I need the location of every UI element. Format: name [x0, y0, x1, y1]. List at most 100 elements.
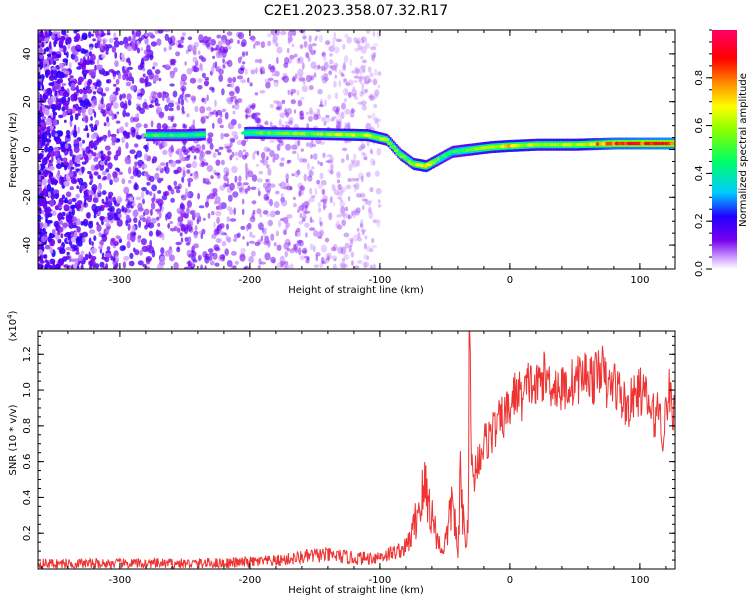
heatmap-ridge-core: [387, 141, 393, 146]
heatmap-noise-cell: [72, 224, 78, 229]
heatmap-noise-cell: [81, 166, 85, 174]
heatmap-ridge-core: [383, 138, 390, 142]
heatmap-noise-cell: [70, 94, 76, 102]
heatmap-noise-cell: [198, 205, 205, 209]
heatmap-noise-cell: [235, 157, 239, 161]
heatmap-noise-cell: [266, 213, 270, 217]
heatmap-noise-cell: [361, 36, 367, 43]
heatmap-noise-cell: [100, 102, 106, 109]
heatmap-noise-cell: [215, 111, 219, 118]
heatmap-noise-cell: [180, 237, 184, 243]
heatmap-noise-cell: [91, 241, 94, 247]
heatmap-noise-cell: [212, 188, 218, 194]
heatmap-noise-cell: [84, 253, 89, 261]
heatmap-noise-cell: [340, 262, 347, 269]
heatmap-ridge-core: [611, 141, 617, 146]
heatmap-noise-cell: [213, 200, 218, 205]
heatmap-noise-cell: [320, 256, 325, 264]
heatmap-noise-cell: [333, 80, 337, 88]
heatmap-noise-cell: [114, 60, 119, 68]
heatmap-noise-cell: [374, 170, 380, 177]
heatmap-noise-cell: [354, 68, 360, 75]
heatmap-noise-cell: [86, 132, 90, 138]
heatmap-noise-cell: [298, 56, 304, 64]
heatmap-noise-cell: [140, 190, 145, 199]
heatmap-noise-cell: [357, 146, 364, 151]
heatmap-noise-cell: [136, 30, 142, 38]
heatmap-noise-cell: [39, 61, 43, 65]
heatmap-noise-cell: [101, 54, 106, 59]
heatmap-noise-cell: [49, 199, 55, 207]
heatmap-noise-cell: [285, 143, 291, 151]
heatmap-noise-cell: [187, 36, 193, 41]
heatmap-noise-cell: [271, 73, 276, 77]
heatmap-noise-cell: [313, 72, 317, 78]
heatmap-noise-cell: [260, 68, 263, 75]
heatmap-noise-cell: [130, 205, 133, 209]
heatmap-noise-cell: [201, 72, 206, 78]
heatmap-noise-cell: [297, 99, 303, 104]
heatmap-noise-cell: [39, 137, 43, 144]
heatmap-noise-cell: [360, 89, 368, 94]
heatmap-noise-cell: [69, 61, 72, 70]
heatmap-noise-cell: [313, 230, 319, 237]
heatmap-noise-cell: [361, 198, 368, 202]
heatmap-noise-cell: [352, 93, 357, 97]
heatmap-noise-cell: [247, 185, 251, 192]
heatmap-noise-cell: [351, 160, 359, 168]
heatmap-noise-cell: [290, 32, 293, 36]
heatmap-noise-cell: [61, 147, 66, 153]
heatmap-noise-cell: [118, 40, 125, 46]
heatmap-noise-cell: [237, 56, 242, 64]
heatmap-noise-cell: [303, 201, 309, 209]
heatmap-noise: [38, 30, 382, 269]
heatmap-noise-cell: [276, 46, 283, 54]
heatmap-noise-cell: [354, 66, 359, 71]
heatmap-noise-cell: [195, 212, 201, 218]
heatmap-noise-cell: [310, 195, 316, 199]
heatmap-noise-cell: [310, 50, 316, 56]
heatmap-noise-cell: [360, 46, 367, 54]
heatmap-noise-cell: [329, 196, 333, 204]
heatmap-noise-cell: [362, 153, 368, 161]
heatmap-noise-cell: [39, 54, 44, 60]
heatmap-noise-cell: [232, 265, 237, 269]
heatmap-noise-cell: [353, 208, 357, 215]
heatmap-noise-cell: [54, 90, 58, 97]
heatmap-noise-cell: [207, 136, 213, 144]
heatmap-noise-cell: [254, 241, 260, 247]
heatmap-ridge-core: [553, 142, 558, 147]
heatmap-noise-cell: [70, 82, 76, 91]
heatmap-noise-cell: [61, 194, 65, 200]
heatmap-noise-cell: [255, 67, 258, 75]
heatmap-noise-cell: [288, 117, 294, 123]
figure-title: C2E1.2023.358.07.32.R17: [264, 3, 448, 19]
heatmap-noise-cell: [163, 47, 167, 52]
heatmap-noise-cell: [213, 228, 220, 236]
heatmap-noise-cell: [333, 243, 338, 252]
heatmap-noise-cell: [187, 163, 192, 167]
heatmap-noise-cell: [298, 220, 304, 225]
heatmap-noise-cell: [321, 261, 327, 265]
heatmap-noise-cell: [270, 256, 276, 263]
heatmap-noise-cell: [170, 197, 175, 203]
heatmap-noise-cell: [273, 242, 277, 247]
heatmap-noise-cell: [185, 187, 188, 194]
heatmap-noise-cell: [339, 200, 346, 208]
heatmap-noise-cell: [321, 117, 326, 122]
heatmap-noise-cell: [262, 182, 269, 189]
heatmap-noise-cell: [67, 108, 71, 114]
heatmap-noise-cell: [108, 194, 112, 199]
heatmap-noise-cell: [112, 102, 119, 109]
heatmap-noise-cell: [191, 261, 194, 268]
heatmap-noise-cell: [91, 152, 97, 157]
heatmap-noise-cell: [305, 74, 312, 83]
heatmap-noise-cell: [91, 85, 94, 91]
heatmap-noise-cell: [344, 55, 349, 63]
heatmap-noise-cell: [158, 30, 162, 34]
heatmap-noise-cell: [323, 67, 327, 72]
heatmap-noise-cell: [116, 87, 120, 92]
heatmap-noise-cell: [186, 154, 191, 159]
heatmap-noise-cell: [212, 152, 217, 159]
colorbar-tick-label: 0.6: [694, 118, 705, 134]
